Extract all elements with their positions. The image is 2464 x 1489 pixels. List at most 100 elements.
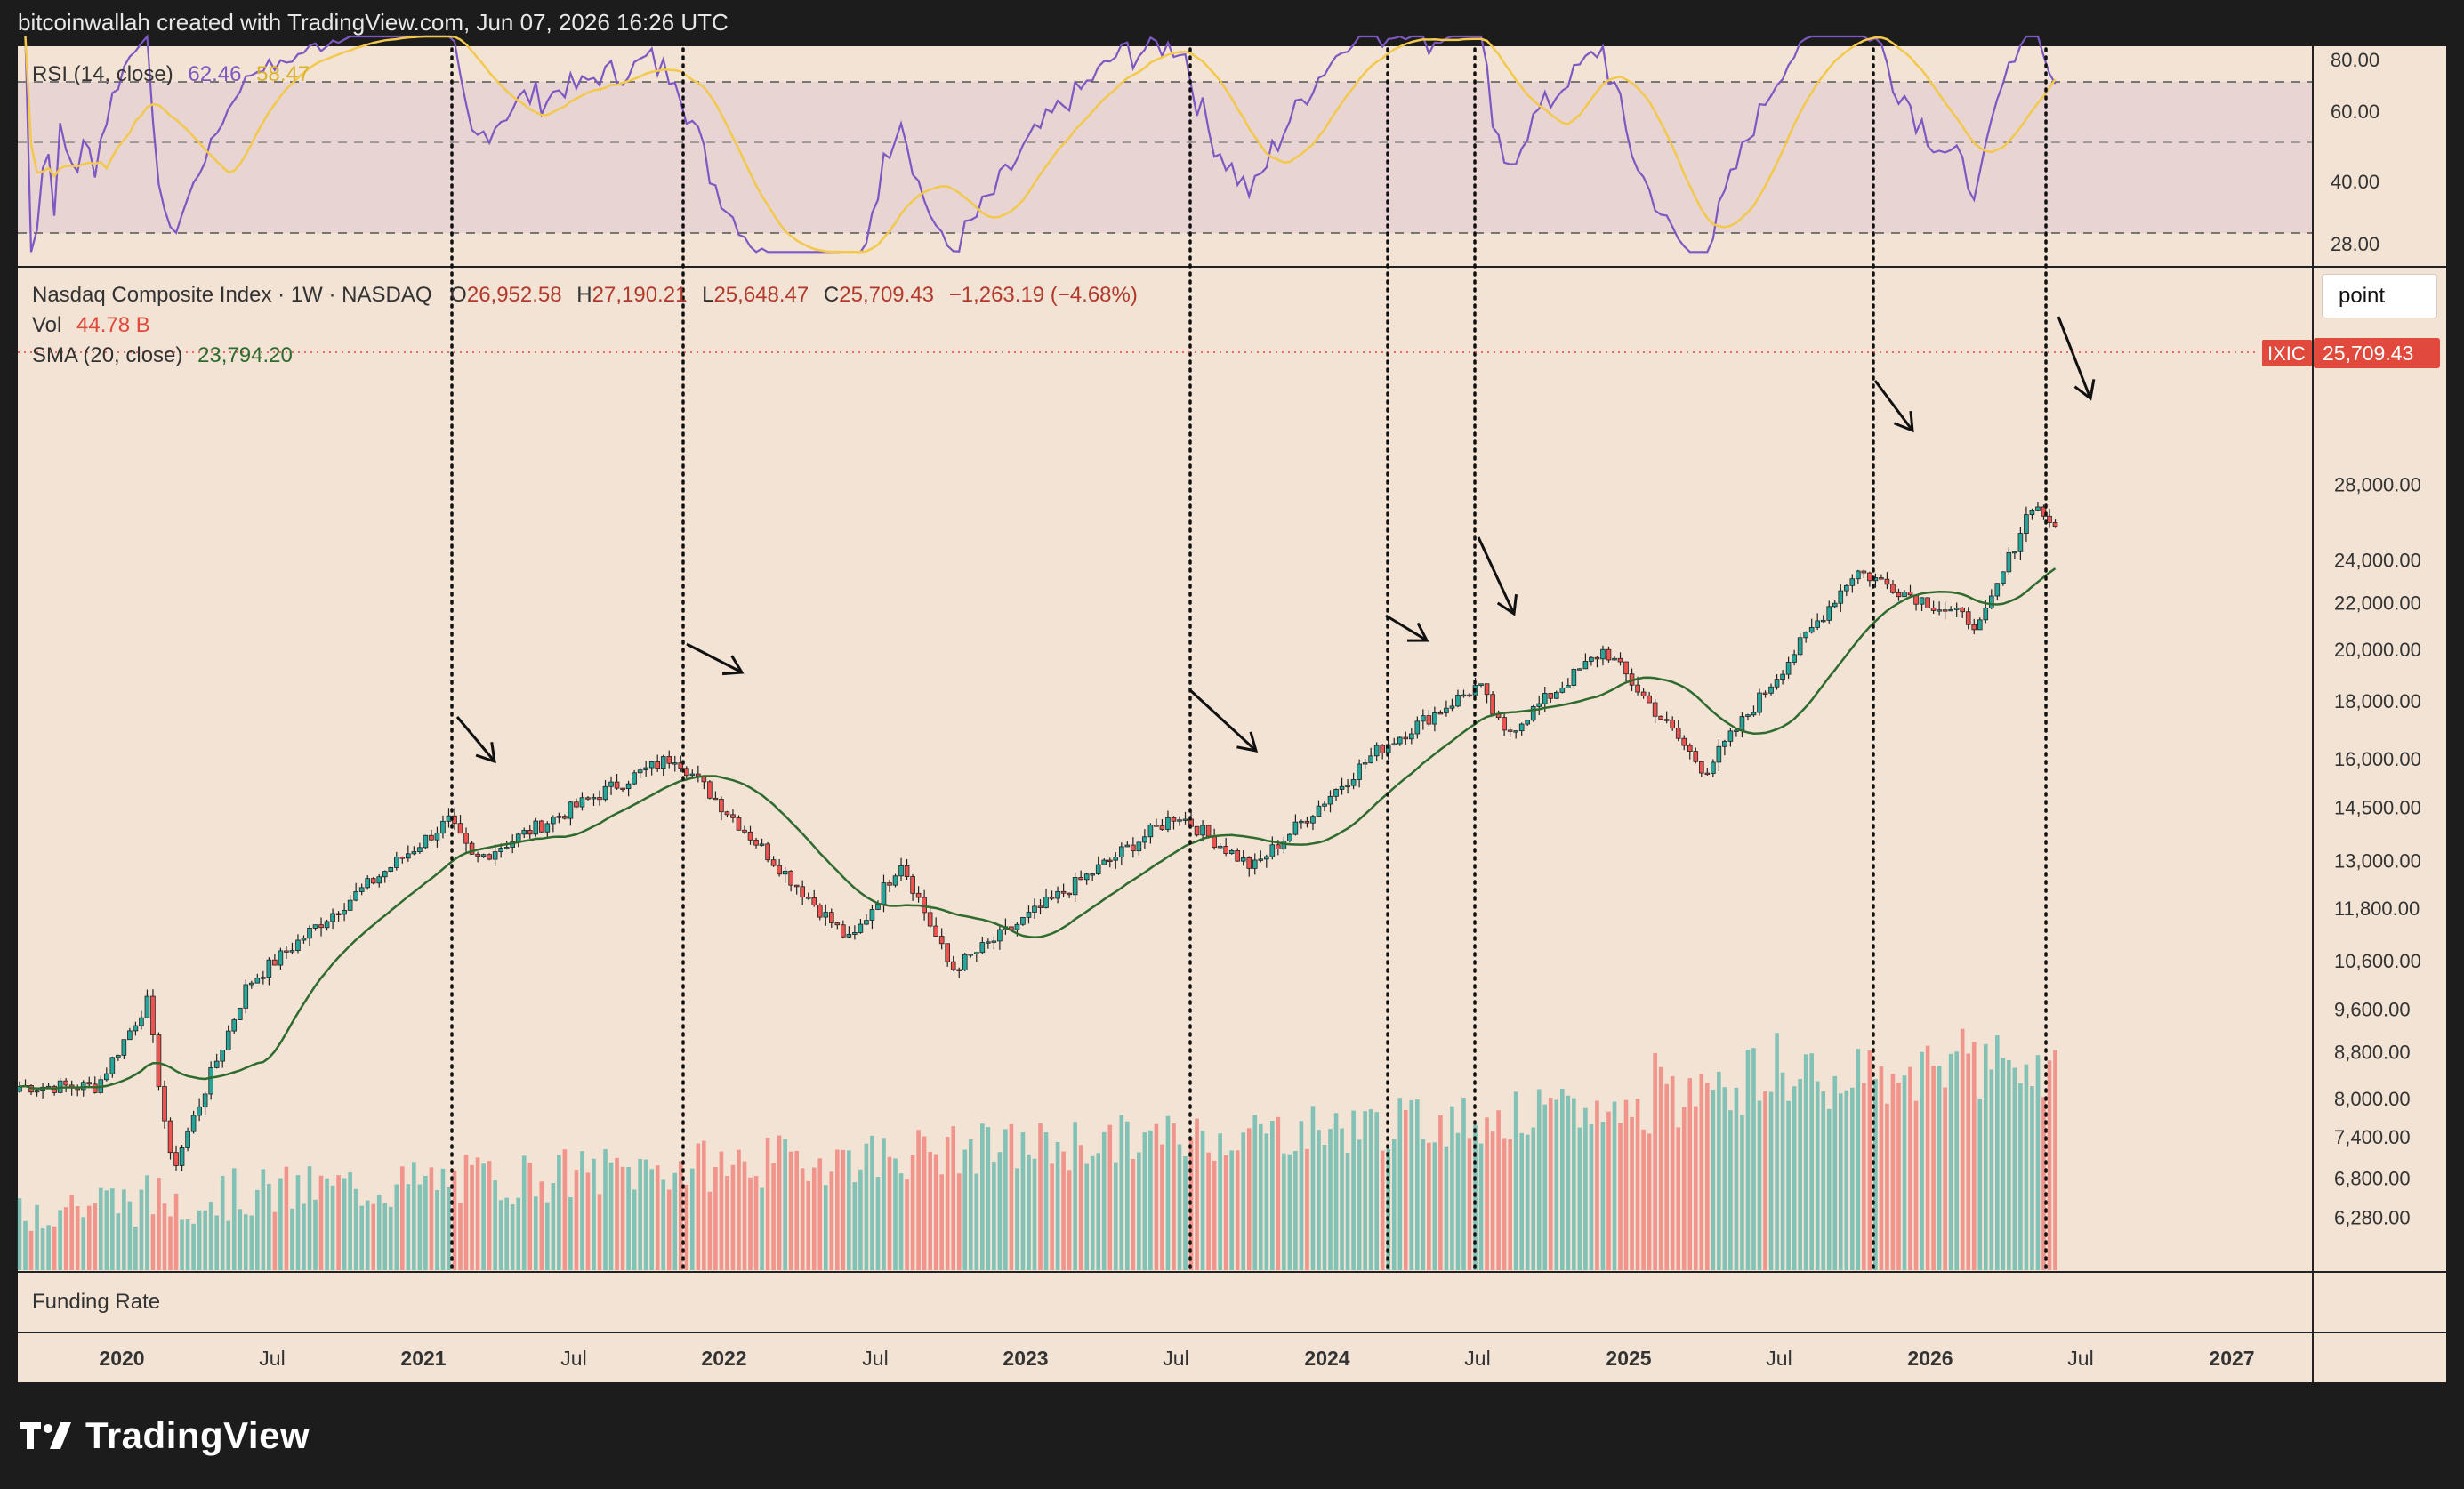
- candle: [551, 817, 556, 825]
- candle: [301, 938, 307, 941]
- volume-bar: [1664, 1083, 1669, 1270]
- candle: [156, 1034, 162, 1087]
- candle: [579, 797, 585, 808]
- candle: [1856, 570, 1861, 580]
- volume-legend-label: Vol: [32, 313, 62, 337]
- candle: [1327, 795, 1333, 805]
- candle: [1977, 619, 1983, 631]
- candle: [434, 833, 440, 841]
- volume-bar: [1913, 1100, 1919, 1270]
- candle: [1554, 692, 1559, 699]
- candle: [800, 886, 805, 898]
- volume-bar: [1322, 1145, 1327, 1270]
- candle: [173, 1152, 179, 1166]
- volume-bar: [835, 1149, 840, 1270]
- time-tick-label: 2025: [1606, 1347, 1651, 1370]
- volume-bar: [870, 1135, 874, 1270]
- candle: [648, 761, 655, 769]
- candle: [1727, 730, 1734, 742]
- tradingview-logo-icon: [20, 1422, 71, 1449]
- candle: [1745, 714, 1751, 717]
- volume-bar: [626, 1167, 631, 1270]
- rsi-band: [18, 82, 2313, 233]
- annotation-arrow: [686, 642, 745, 676]
- candle: [1768, 686, 1774, 694]
- candle: [1136, 841, 1142, 852]
- candle: [1032, 905, 1037, 913]
- candle: [1808, 626, 1815, 633]
- candle: [1507, 729, 1513, 732]
- volume-bar: [226, 1220, 231, 1270]
- volume-bar: [1983, 1043, 1988, 1270]
- volume-bar: [1995, 1035, 2000, 1270]
- price-tick-label: 24,000.00: [2334, 550, 2421, 572]
- volume-bar: [997, 1152, 1003, 1270]
- candle: [742, 829, 747, 833]
- candle: [1171, 817, 1177, 822]
- volume-bar: [545, 1202, 550, 1270]
- candle: [503, 847, 510, 849]
- candle: [248, 982, 254, 986]
- candle: [869, 909, 875, 921]
- tradingview-brand[interactable]: TradingView: [20, 1414, 310, 1457]
- volume-bar: [2018, 1083, 2023, 1270]
- volume-bar: [928, 1151, 932, 1270]
- candle: [602, 785, 608, 801]
- volume-bar: [46, 1225, 51, 1270]
- volume-bar: [1305, 1148, 1309, 1270]
- candle: [1536, 703, 1542, 707]
- candle: [1437, 712, 1444, 715]
- price-tick-label: 11,800.00: [2334, 897, 2420, 920]
- candle: [150, 995, 156, 1035]
- volume-bar: [510, 1204, 515, 1270]
- volume-bar: [603, 1149, 608, 1270]
- price-tick-label: 10,600.00: [2334, 950, 2421, 972]
- volume-bar: [1154, 1123, 1159, 1270]
- candle: [388, 866, 394, 873]
- candle: [678, 762, 684, 769]
- volume-bar: [1658, 1066, 1663, 1270]
- candle: [637, 769, 643, 774]
- volume-bar: [1681, 1107, 1687, 1270]
- volume-bar: [1954, 1051, 1959, 1270]
- volume-bar: [493, 1180, 497, 1270]
- volume-bar: [1989, 1069, 1994, 1270]
- volume-bar: [1084, 1163, 1089, 1270]
- volume-bar: [1455, 1132, 1461, 1270]
- volume-bar: [707, 1191, 713, 1270]
- volume-bar: [800, 1168, 805, 1270]
- point-button[interactable]: point: [2322, 274, 2437, 318]
- volume-bar: [1734, 1087, 1739, 1270]
- candle: [1350, 779, 1357, 786]
- volume-bar: [1885, 1103, 1889, 1270]
- volume-bar: [1113, 1162, 1118, 1270]
- candle: [487, 854, 492, 860]
- candle: [353, 891, 358, 901]
- volume-bar: [40, 1228, 45, 1270]
- candle: [1107, 859, 1113, 862]
- volume-bar: [1432, 1142, 1437, 1270]
- candle: [1020, 916, 1026, 925]
- volume-bar: [1119, 1115, 1124, 1270]
- volume-bar: [1351, 1110, 1356, 1270]
- volume-bar: [23, 1220, 28, 1270]
- volume-bar: [35, 1204, 39, 1270]
- candle: [370, 878, 376, 884]
- volume-bar: [2041, 1097, 2046, 1270]
- volume-bar: [748, 1177, 753, 1270]
- volume-bar: [110, 1188, 115, 1270]
- price-axis: 28,000.00 24,000.00 22,000.00 20,000.00 18,0…: [2334, 474, 2421, 1229]
- candle: [950, 961, 956, 970]
- annotation-arrow: [1188, 688, 1259, 753]
- price-tick-label: 18,000.00: [2334, 690, 2421, 712]
- candle: [1154, 825, 1159, 827]
- candle: [312, 924, 318, 929]
- volume-bar: [284, 1166, 289, 1270]
- volume-bar: [1137, 1152, 1141, 1270]
- volume-bar: [1078, 1145, 1083, 1270]
- candle: [846, 934, 852, 938]
- volume-bar: [1195, 1118, 1199, 1270]
- candle: [1983, 608, 1989, 621]
- candle: [864, 920, 869, 925]
